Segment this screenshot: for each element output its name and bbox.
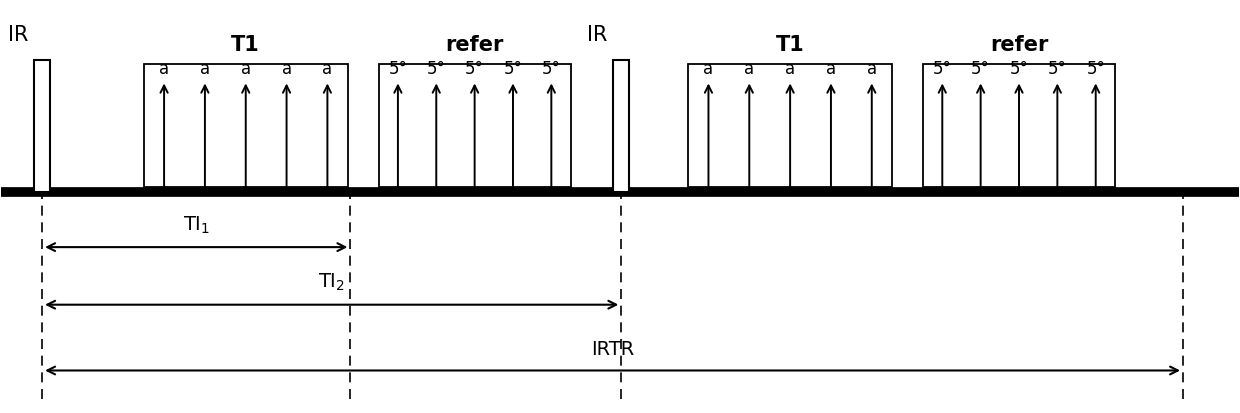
Text: a: a — [322, 60, 332, 78]
Bar — [688, 65, 893, 188]
Bar — [144, 65, 347, 188]
Text: a: a — [744, 60, 754, 78]
Text: 5°: 5° — [971, 60, 990, 78]
Text: 5°: 5° — [1086, 60, 1105, 78]
Text: 5°: 5° — [932, 60, 952, 78]
Text: a: a — [867, 60, 877, 78]
Bar — [923, 65, 1115, 188]
Bar — [378, 65, 570, 188]
Text: TI$_1$: TI$_1$ — [182, 214, 210, 235]
Text: a: a — [159, 60, 169, 78]
Text: IR: IR — [7, 24, 29, 45]
Text: a: a — [785, 60, 795, 78]
Text: refer: refer — [445, 35, 503, 55]
Text: T1: T1 — [776, 35, 805, 55]
Text: a: a — [200, 60, 210, 78]
Text: a: a — [703, 60, 713, 78]
Text: 5°: 5° — [465, 60, 484, 78]
Bar — [35, 61, 51, 192]
Text: a: a — [241, 60, 250, 78]
Text: a: a — [281, 60, 291, 78]
Text: 5°: 5° — [427, 60, 445, 78]
Text: 5°: 5° — [388, 60, 408, 78]
Text: 5°: 5° — [503, 60, 522, 78]
Text: TI$_2$: TI$_2$ — [319, 271, 345, 293]
Text: 5°: 5° — [542, 60, 560, 78]
Text: 5°: 5° — [1048, 60, 1066, 78]
Bar — [614, 61, 629, 192]
Text: 5°: 5° — [1009, 60, 1028, 78]
Text: a: a — [826, 60, 836, 78]
Text: IRTR: IRTR — [591, 339, 634, 358]
Text: T1: T1 — [232, 35, 260, 55]
Text: IR: IR — [587, 24, 608, 45]
Text: refer: refer — [990, 35, 1048, 55]
